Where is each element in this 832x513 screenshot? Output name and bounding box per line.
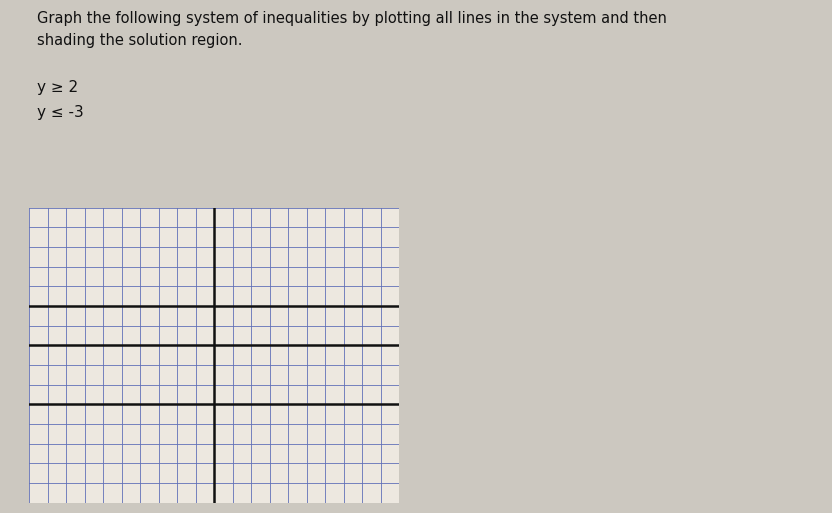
Text: shading the solution region.: shading the solution region. — [37, 33, 243, 48]
Text: y ≥ 2: y ≥ 2 — [37, 80, 78, 94]
Text: Graph the following system of inequalities by plotting all lines in the system a: Graph the following system of inequaliti… — [37, 11, 667, 26]
Text: y ≤ -3: y ≤ -3 — [37, 105, 84, 120]
